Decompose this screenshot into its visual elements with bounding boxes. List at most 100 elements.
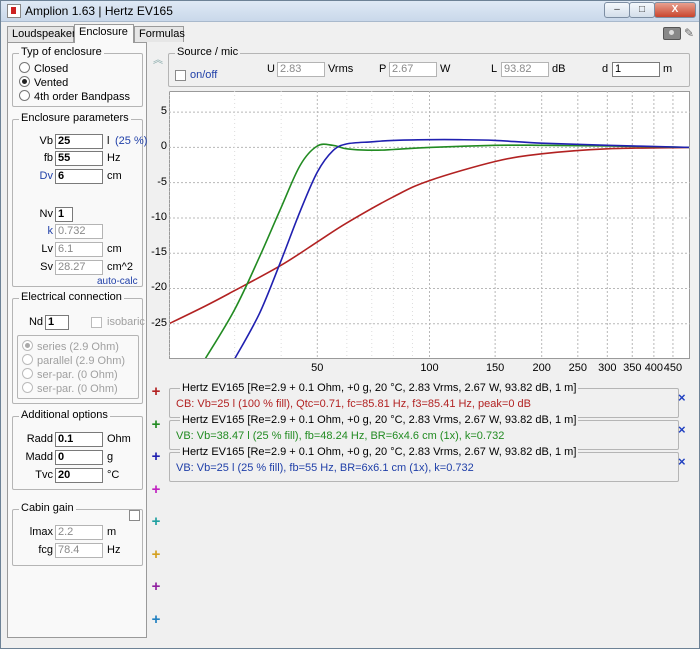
radio-vented[interactable]: Vented: [19, 76, 68, 89]
l-label: L: [491, 63, 498, 75]
madd-input[interactable]: 0: [55, 450, 103, 465]
add-curve-button-7[interactable]: +: [151, 578, 161, 595]
cabin-gain-title: Cabin gain: [19, 502, 76, 514]
auto-calc-link[interactable]: auto-calc: [97, 276, 138, 287]
vb-input[interactable]: 25: [55, 134, 103, 149]
l-unit: dB: [552, 63, 566, 75]
legend-item: Hertz EV165 [Re=2.9 + 0.1 Ohm, +0 g, 20 …: [165, 382, 693, 418]
vb-label: Vb: [39, 135, 53, 147]
radd-input[interactable]: 0.1: [55, 432, 103, 447]
isobaric-checkbox[interactable]: [91, 317, 102, 328]
frequency-response-chart[interactable]: [169, 91, 690, 359]
radio-dot: [19, 90, 30, 101]
additional-options-title: Additional options: [19, 409, 110, 421]
radio-ser-par-1[interactable]: ser-par. (0 Ohm): [22, 368, 118, 381]
fb-unit: Hz: [107, 152, 121, 164]
radio-parallel-label: parallel (2.9 Ohm): [37, 355, 126, 367]
add-curve-button-4[interactable]: +: [151, 481, 161, 498]
radd-unit: Ohm: [107, 433, 131, 445]
tab-formulas[interactable]: Formulas: [134, 26, 185, 42]
add-curve-button-2[interactable]: +: [151, 416, 161, 433]
add-curve-button-8[interactable]: +: [151, 611, 161, 628]
enclosure-panel: Typ of enclosure Closed Vented 4th order…: [7, 42, 147, 638]
fcg-label: fcg: [38, 544, 53, 556]
minimize-button[interactable]: –: [604, 2, 630, 18]
radio-parallel[interactable]: parallel (2.9 Ohm): [22, 354, 125, 367]
add-curve-button-1[interactable]: +: [151, 383, 161, 400]
enclosure-type-title: Typ of enclosure: [19, 46, 104, 58]
radio-ser-par-2-label: ser-par. (0 Ohm): [37, 383, 118, 395]
d-input[interactable]: 1: [612, 62, 660, 77]
dv-label: Dv: [39, 170, 53, 182]
tab-loudspeaker[interactable]: Loudspeaker: [7, 26, 76, 42]
add-curve-button-3[interactable]: +: [151, 448, 161, 465]
y-tick-label: 5: [160, 105, 167, 118]
tvc-unit: °C: [107, 469, 120, 481]
u-label: U: [267, 63, 275, 75]
x-tick-label: 350: [623, 362, 642, 374]
pin-icon[interactable]: ✎: [684, 26, 695, 40]
window-title: Amplion 1.63 | Hertz EV165: [25, 4, 173, 18]
sv-field: 28.27: [55, 260, 103, 275]
remove-curve-icon[interactable]: ×: [678, 422, 686, 437]
additional-options-group: Additional options Radd 0.1 Ohm Madd 0 g…: [12, 409, 143, 490]
connection-subgroup: series (2.9 Ohm) parallel (2.9 Ohm) ser-…: [17, 335, 139, 399]
radio-ser-par-2[interactable]: ser-par. (0 Ohm): [22, 382, 118, 395]
radio-dot-selected: [22, 340, 33, 351]
lv-unit: cm: [107, 243, 122, 255]
radio-series[interactable]: series (2.9 Ohm): [22, 340, 119, 353]
radio-closed[interactable]: Closed: [19, 62, 68, 75]
l-field: 93.82: [501, 62, 549, 77]
k-field: 0.732: [55, 224, 103, 239]
isobaric-label: isobaric: [107, 316, 145, 328]
lv-label: Lv: [41, 243, 53, 255]
vb-percent: (25 %): [115, 135, 148, 147]
cabin-gain-checkbox[interactable]: [129, 510, 140, 521]
enclosure-type-group: Typ of enclosure Closed Vented 4th order…: [12, 46, 143, 107]
radio-series-label: series (2.9 Ohm): [37, 341, 119, 353]
lmax-label: lmax: [29, 526, 53, 538]
tab-enclosure[interactable]: Enclosure: [74, 24, 134, 43]
source-mic-group: Source / mic on/off U 2.83 Vrms P 2.67 W…: [168, 46, 690, 87]
camera-icon[interactable]: [663, 27, 681, 40]
radio-dot: [19, 62, 30, 73]
remove-curve-icon[interactable]: ×: [678, 454, 686, 469]
legend-box: Hertz EV165 [Re=2.9 + 0.1 Ohm, +0 g, 20 …: [169, 414, 679, 450]
close-button[interactable]: X: [654, 2, 696, 18]
enclosure-params-title: Enclosure parameters: [19, 112, 131, 124]
add-curve-button-5[interactable]: +: [151, 513, 161, 530]
maximize-button[interactable]: □: [629, 2, 655, 18]
remove-curve-icon[interactable]: ×: [678, 390, 686, 405]
p-field: 2.67: [389, 62, 437, 77]
radio-bandpass[interactable]: 4th order Bandpass: [19, 90, 130, 103]
x-tick-label: 50: [311, 362, 324, 374]
dv-unit: cm: [107, 170, 122, 182]
k-label: k: [47, 225, 54, 237]
dv-input[interactable]: 6: [55, 169, 103, 184]
radio-dot: [22, 368, 33, 379]
nd-input[interactable]: 1: [45, 315, 69, 330]
sv-label: Sv: [40, 261, 53, 273]
y-tick-label: 0: [160, 140, 167, 153]
vb-unit: l: [107, 135, 110, 147]
x-tick-label: 200: [532, 362, 551, 374]
legend-box: Hertz EV165 [Re=2.9 + 0.1 Ohm, +0 g, 20 …: [169, 382, 679, 418]
d-label: d: [602, 63, 609, 75]
radio-closed-label: Closed: [34, 63, 69, 75]
fb-input[interactable]: 55: [55, 151, 103, 166]
source-onoff-checkbox[interactable]: [175, 70, 186, 81]
y-tick-label: -25: [151, 316, 167, 329]
app-icon: [7, 4, 21, 18]
radio-dot: [22, 354, 33, 365]
radio-ser-par-1-label: ser-par. (0 Ohm): [37, 369, 118, 381]
x-tick-label: 300: [598, 362, 617, 374]
tvc-input[interactable]: 20: [55, 468, 103, 483]
y-tick-label: -10: [151, 210, 167, 223]
series-line-2: [204, 143, 689, 358]
collapse-chevron-icon[interactable]: ︽: [153, 55, 163, 66]
nv-label: Nv: [39, 208, 53, 220]
radio-bandpass-label: 4th order Bandpass: [34, 91, 131, 103]
add-curve-button-6[interactable]: +: [151, 546, 161, 563]
nv-input[interactable]: 1: [55, 207, 73, 222]
